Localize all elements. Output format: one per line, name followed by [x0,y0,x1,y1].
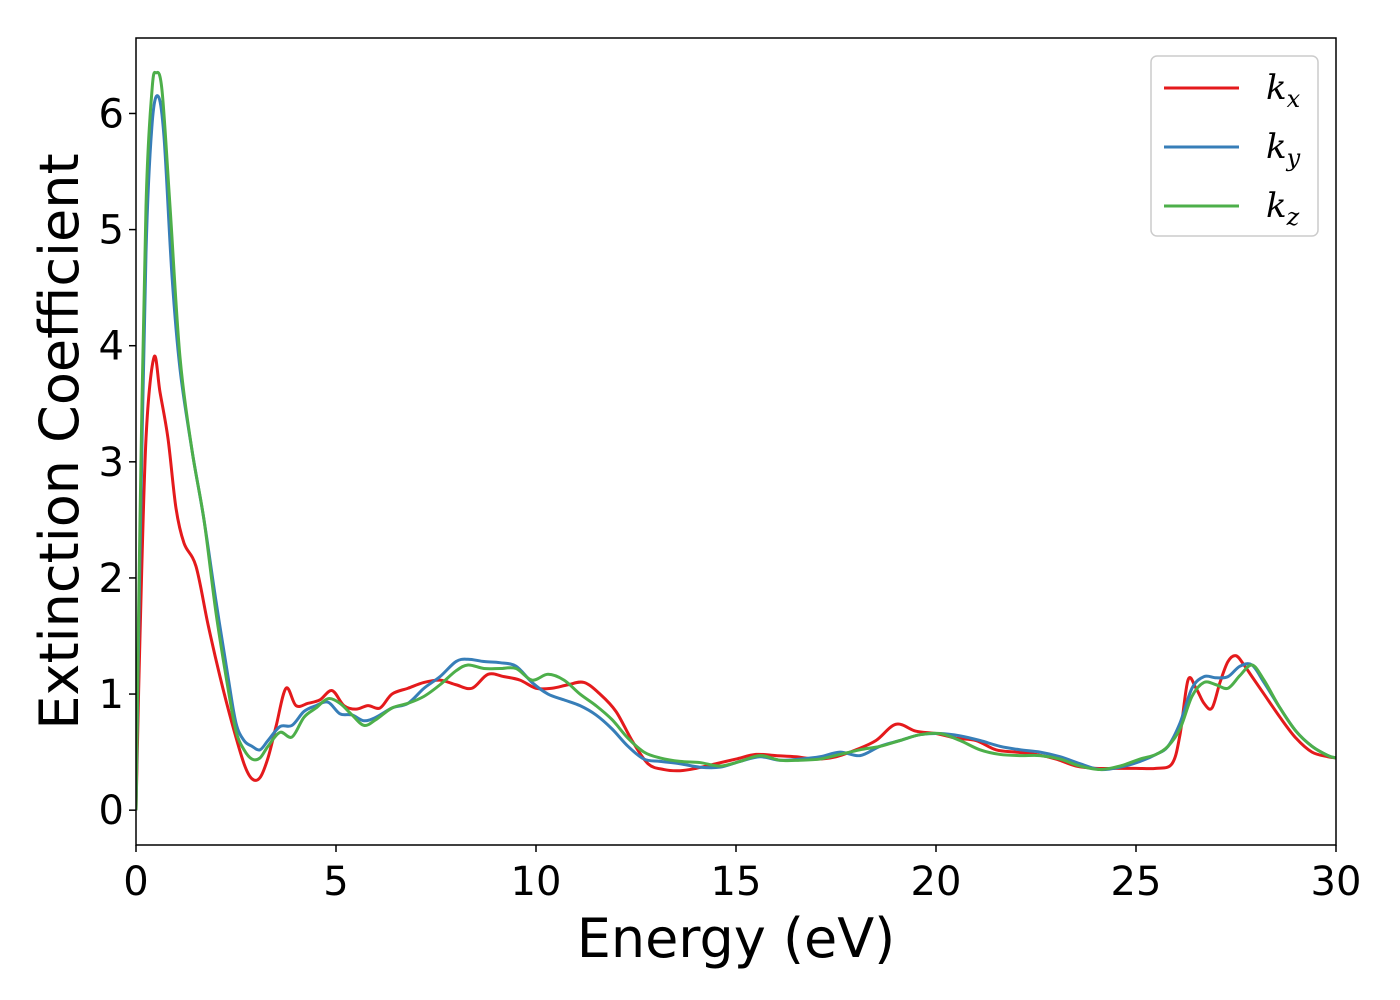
y-tick-label: 5 [99,208,124,254]
y-tick-label: 2 [99,556,124,602]
legend-label-x: kx [1266,68,1301,113]
x-tick-label: 0 [123,859,148,905]
y-axis-ticks: 0 1 2 3 4 5 6 [99,91,136,834]
series-layer [136,70,1336,811]
x-tick-label: 10 [511,859,562,905]
x-tick-label: 25 [1111,859,1162,905]
x-tick-label: 5 [323,859,348,905]
series-line-z [136,70,1336,811]
y-tick-label: 3 [99,440,124,486]
y-tick-label: 6 [99,91,124,137]
series-line-x [136,354,1336,811]
legend-label-z: kz [1266,186,1300,231]
y-tick-label: 4 [99,324,124,370]
y-tick-label: 0 [99,788,124,834]
legend: kx ky kz [1150,55,1319,237]
x-tick-label: 20 [911,859,962,905]
x-axis-title: Energy (eV) [577,907,896,970]
x-tick-label: 15 [711,859,762,905]
y-axis-title: Extinction Coefficient [28,153,91,729]
legend-label-y: ky [1266,127,1301,172]
x-axis-ticks: 0 5 10 15 20 25 30 [123,845,1361,905]
x-tick-label: 30 [1311,859,1362,905]
y-tick-label: 1 [99,672,124,718]
